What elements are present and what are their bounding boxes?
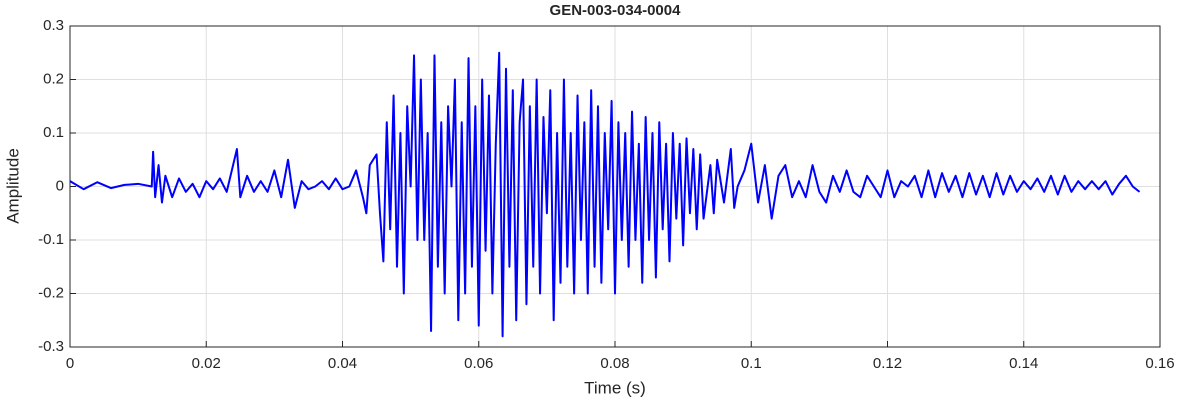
- x-tick-label: 0.04: [328, 355, 357, 372]
- x-axis-label: Time (s): [584, 378, 646, 397]
- x-tick-label: 0.16: [1145, 355, 1174, 372]
- y-tick-label: 0.2: [43, 70, 64, 87]
- y-axis-label: Amplitude: [3, 148, 22, 224]
- chart-title: GEN-003-034-0004: [550, 2, 682, 19]
- y-tick-label: -0.3: [38, 338, 64, 355]
- x-tick-label: 0.08: [600, 355, 629, 372]
- x-tick-label: 0.06: [464, 355, 493, 372]
- y-tick-label: -0.1: [38, 231, 64, 248]
- x-tick-label: 0.1: [741, 355, 762, 372]
- y-tick-label: 0: [56, 177, 64, 194]
- x-tick-label: 0.12: [873, 355, 902, 372]
- x-tick-label: 0: [66, 355, 74, 372]
- y-tick-label: 0.1: [43, 124, 64, 141]
- y-tick-label: 0.3: [43, 17, 64, 34]
- plot-frame: [69, 25, 1161, 348]
- x-tick-label: 0.02: [192, 355, 221, 372]
- x-tick-label: 0.14: [1009, 355, 1038, 372]
- waveform-line: [69, 51, 1141, 338]
- y-tick-label: -0.2: [38, 284, 64, 301]
